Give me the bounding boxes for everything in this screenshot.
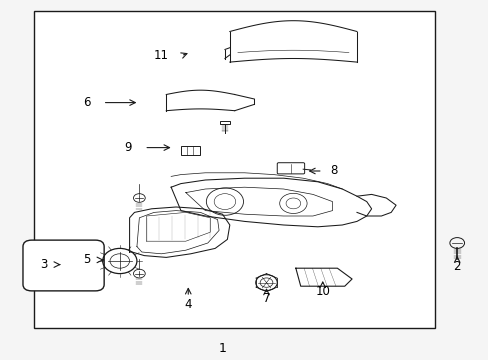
- Text: 9: 9: [124, 141, 132, 154]
- Text: 5: 5: [83, 253, 90, 266]
- Bar: [34, 11, 434, 328]
- FancyBboxPatch shape: [181, 146, 199, 155]
- Text: 1: 1: [218, 342, 226, 355]
- Text: 10: 10: [315, 285, 329, 298]
- Text: 2: 2: [452, 260, 460, 273]
- Text: 7: 7: [262, 292, 270, 305]
- Text: 4: 4: [184, 298, 192, 311]
- Text: 8: 8: [329, 165, 337, 177]
- Text: 11: 11: [153, 49, 168, 62]
- Bar: [220, 121, 229, 124]
- Polygon shape: [295, 268, 351, 286]
- Text: 6: 6: [83, 96, 90, 109]
- Text: 3: 3: [41, 258, 48, 271]
- FancyBboxPatch shape: [277, 163, 304, 174]
- FancyBboxPatch shape: [23, 240, 104, 291]
